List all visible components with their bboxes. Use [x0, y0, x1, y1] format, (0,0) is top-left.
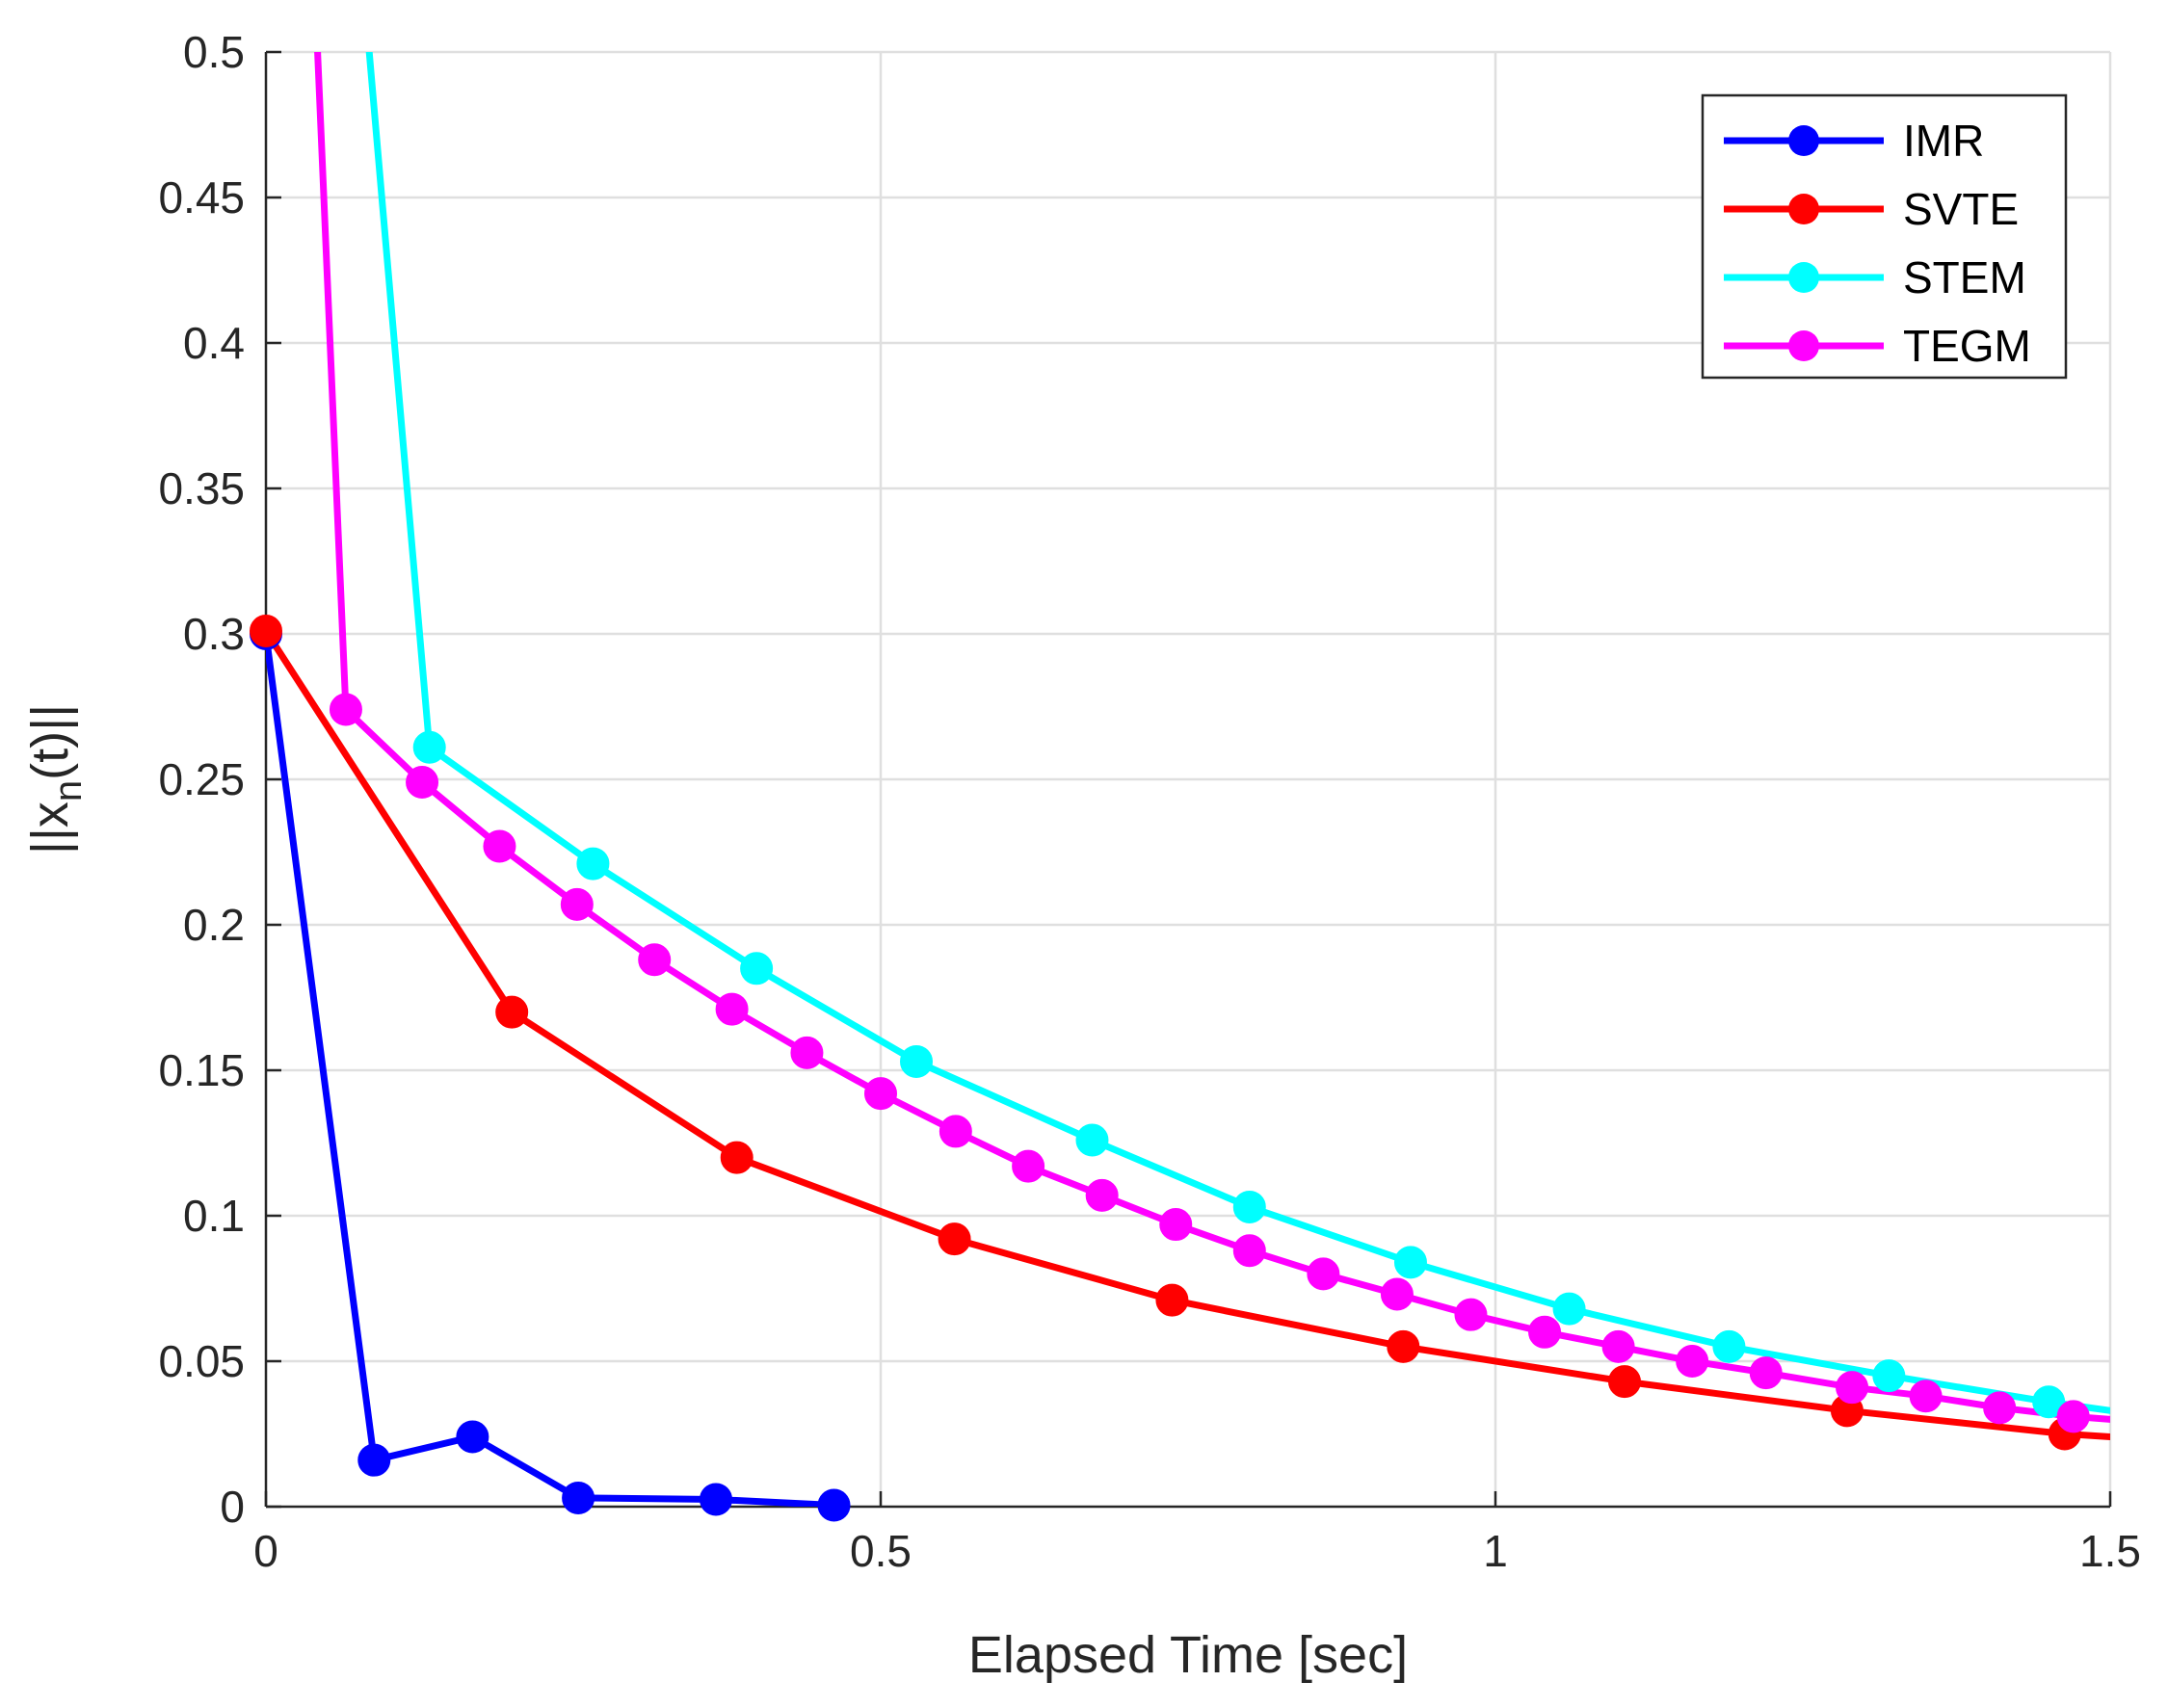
data-point-imr — [817, 1488, 851, 1522]
y-axis-label: ||xn(t)|| — [21, 704, 90, 854]
data-point-tegm — [2056, 1400, 2090, 1433]
data-point-tegm — [715, 992, 749, 1026]
y-tick-label: 0.15 — [158, 1045, 245, 1095]
data-point-stem — [412, 730, 446, 764]
x-tick-label: 1.5 — [2079, 1526, 2141, 1576]
legend-marker-stem — [1788, 262, 1819, 293]
data-point-tegm — [939, 1115, 972, 1148]
data-point-tegm — [1983, 1391, 2017, 1425]
series-line-svte — [266, 627, 2110, 1440]
y-tick-label: 0.1 — [183, 1191, 245, 1241]
y-axis-label-main: ||x — [21, 801, 79, 854]
data-point-tegm — [790, 1036, 824, 1069]
data-point-tegm — [406, 766, 439, 800]
x-axis-label: Elapsed Time [sec] — [968, 1626, 1408, 1684]
data-point-tegm — [1749, 1356, 1783, 1390]
legend-label-stem: STEM — [1903, 252, 2026, 302]
data-point-tegm — [1085, 1178, 1119, 1212]
data-point-stem — [1712, 1329, 1746, 1363]
data-point-tegm — [483, 829, 516, 863]
data-point-tegm — [1012, 1149, 1045, 1183]
data-point-tegm — [1232, 1234, 1266, 1268]
legend-marker-svte — [1788, 194, 1819, 224]
legend: IMR SVTE STEM TEGM — [1701, 93, 2068, 380]
y-tick-label: 0.45 — [158, 172, 245, 223]
legend-label-tegm: TEGM — [1903, 321, 2031, 371]
y-tick-label: 0.25 — [158, 754, 245, 804]
data-point-tegm — [864, 1077, 897, 1111]
tick-labels: 0 0.5 1 1.5 0 0.05 0.1 0.15 0.2 0.25 0.3 0.35 0.4 0.4… — [158, 27, 2141, 1576]
legend-label-imr: IMR — [1903, 116, 1984, 166]
data-point-stem — [576, 847, 610, 880]
data-point-tegm — [1601, 1329, 1635, 1363]
series-line-imr — [266, 630, 837, 1507]
data-point-tegm — [329, 693, 362, 726]
legend-label-svte: SVTE — [1903, 184, 2019, 234]
data-point-svte — [1387, 1329, 1420, 1363]
data-point-tegm — [1909, 1380, 1943, 1413]
y-tick-label: 0.3 — [183, 609, 245, 659]
y-tick-label: 0.35 — [158, 463, 245, 513]
data-point-tegm — [1380, 1277, 1414, 1311]
data-point-svte — [250, 614, 282, 647]
data-point-tegm — [1307, 1257, 1340, 1291]
data-point-stem — [900, 1044, 934, 1078]
data-point-imr — [357, 1443, 391, 1477]
y-tick-label: 0.5 — [183, 27, 245, 77]
data-point-imr — [562, 1481, 595, 1514]
y-tick-label: 0.2 — [183, 900, 245, 950]
data-point-imr — [456, 1420, 489, 1454]
data-point-stem — [740, 952, 774, 985]
legend-marker-imr — [1788, 125, 1819, 156]
data-point-svte — [1155, 1283, 1189, 1317]
y-axis-label-subscript: n — [47, 780, 90, 801]
x-tick-label: 0.5 — [850, 1526, 912, 1576]
legend-marker-tegm — [1788, 330, 1819, 361]
data-point-svte — [495, 995, 529, 1029]
data-point-tegm — [1454, 1298, 1488, 1331]
data-point-tegm — [1528, 1315, 1562, 1349]
data-point-tegm — [560, 887, 594, 921]
data-point-svte — [1607, 1365, 1641, 1399]
data-point-stem — [1872, 1359, 1906, 1393]
data-point-svte — [938, 1222, 971, 1256]
data-point-stem — [2032, 1385, 2066, 1419]
x-tick-label: 0 — [253, 1526, 278, 1576]
y-tick-label: 0.4 — [183, 318, 245, 368]
data-point-svte — [720, 1141, 754, 1174]
data-point-tegm — [1676, 1345, 1709, 1378]
x-tick-label: 1 — [1483, 1526, 1508, 1576]
marker-group — [250, 614, 2090, 1522]
data-point-stem — [1075, 1123, 1109, 1157]
y-axis-label-rest: (t)|| — [21, 704, 79, 780]
data-point-tegm — [1836, 1371, 1869, 1405]
data-point-stem — [1232, 1190, 1266, 1223]
data-point-stem — [1552, 1292, 1586, 1326]
y-tick-label: 0.05 — [158, 1336, 245, 1386]
data-point-stem — [1393, 1246, 1427, 1279]
y-tick-label: 0 — [220, 1482, 245, 1532]
data-point-tegm — [638, 943, 672, 977]
data-point-tegm — [1159, 1208, 1193, 1242]
data-point-imr — [700, 1483, 733, 1516]
